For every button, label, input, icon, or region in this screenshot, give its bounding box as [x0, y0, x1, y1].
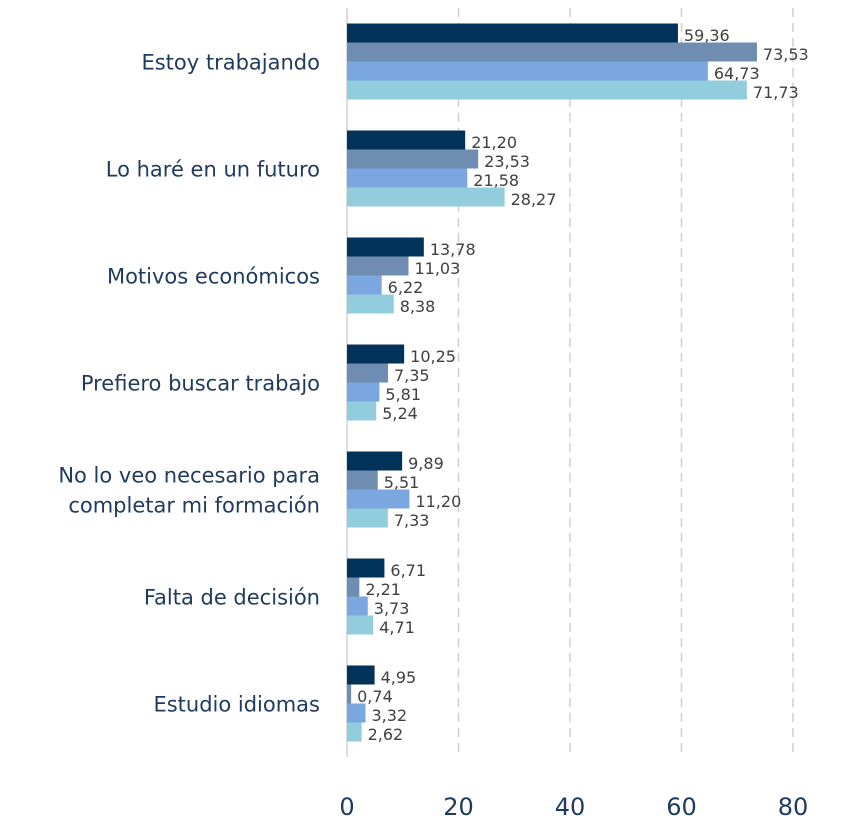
value-label: 7,35	[394, 366, 430, 385]
x-tick-label: 80	[778, 793, 809, 821]
category-label: No lo veo necesario para completar mi for…	[58, 464, 320, 518]
value-label: 11,20	[415, 492, 461, 511]
value-label: 4,71	[379, 618, 415, 637]
bar	[347, 80, 747, 100]
bar	[347, 61, 708, 81]
value-label: 5,24	[382, 404, 418, 423]
bar	[347, 256, 409, 276]
bar	[347, 237, 424, 257]
category-label: Prefiero buscar trabajo	[81, 372, 320, 396]
bar	[347, 665, 375, 685]
value-label: 6,22	[388, 278, 424, 297]
bar	[347, 401, 377, 421]
bar	[347, 149, 479, 169]
bar	[347, 722, 362, 742]
value-label: 2,21	[365, 580, 401, 599]
value-label: 4,95	[381, 668, 417, 687]
value-label: 23,53	[484, 152, 530, 171]
bar	[347, 703, 366, 723]
value-label: 11,03	[414, 259, 460, 278]
value-label: 28,27	[511, 190, 557, 209]
bar	[347, 168, 468, 188]
category-label: Falta de decisión	[144, 586, 320, 610]
value-label: 73,53	[763, 45, 809, 64]
value-label: 5,81	[385, 385, 421, 404]
value-label: 8,38	[400, 297, 436, 316]
value-label: 21,20	[471, 133, 517, 152]
bar	[347, 508, 388, 528]
value-label: 13,78	[430, 240, 476, 259]
value-label: 7,33	[394, 511, 430, 530]
category-label: Motivos económicos	[107, 265, 320, 289]
bar	[347, 344, 405, 364]
category-label: Estudio idiomas	[153, 693, 320, 717]
bar	[347, 577, 360, 597]
value-label: 9,89	[408, 454, 444, 473]
bar	[347, 275, 382, 295]
value-label: 10,25	[410, 347, 456, 366]
value-label: 6,71	[390, 561, 426, 580]
bar	[347, 23, 678, 43]
bar	[347, 615, 374, 635]
bar	[347, 558, 385, 578]
value-label: 3,32	[372, 706, 408, 725]
category-label: Estoy trabajando	[141, 51, 320, 75]
value-label: 5,51	[384, 473, 420, 492]
category-label: Lo haré en un futuro	[106, 158, 320, 182]
x-tick-label: 20	[443, 793, 474, 821]
bar	[347, 382, 380, 402]
bar	[347, 42, 757, 62]
value-label: 3,73	[374, 599, 410, 618]
value-label: 64,73	[714, 64, 760, 83]
value-label: 21,58	[473, 171, 519, 190]
bar	[347, 596, 368, 616]
bar	[347, 130, 466, 150]
value-label: 59,36	[684, 26, 730, 45]
value-label: 0,74	[357, 687, 393, 706]
value-label: 71,73	[753, 83, 799, 102]
value-label: 2,62	[368, 725, 404, 744]
x-tick-label: 40	[555, 793, 586, 821]
bar	[347, 187, 505, 207]
bar	[347, 489, 410, 509]
bar	[347, 363, 388, 383]
bar	[347, 451, 403, 471]
x-tick-label: 0	[339, 793, 354, 821]
x-tick-label: 60	[666, 793, 697, 821]
bar	[347, 470, 378, 490]
bar	[347, 294, 394, 314]
bar	[347, 684, 352, 704]
